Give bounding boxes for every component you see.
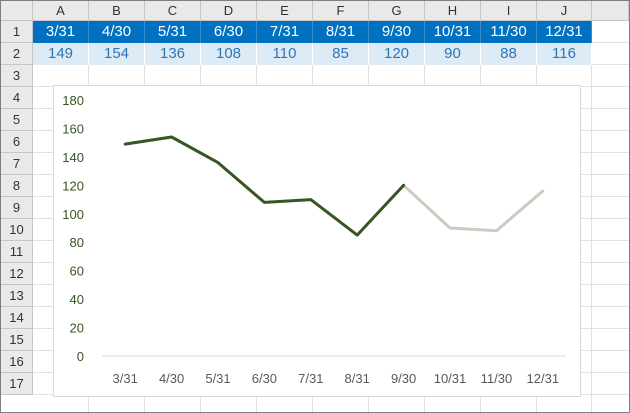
- column-header[interactable]: J: [537, 1, 592, 21]
- x-tick-label: 4/30: [159, 371, 184, 386]
- y-tick-label: 140: [62, 150, 84, 165]
- y-tick-label: 100: [62, 207, 84, 222]
- column-header[interactable]: I: [481, 1, 537, 21]
- value-cell[interactable]: 108: [201, 43, 257, 65]
- row-header[interactable]: 3: [1, 65, 33, 87]
- value-cell[interactable]: 120: [369, 43, 425, 65]
- row-header[interactable]: 14: [1, 307, 33, 329]
- row-header[interactable]: 8: [1, 175, 33, 197]
- x-tick-label: 8/31: [345, 371, 370, 386]
- line-chart[interactable]: 0 20 40 60 80 100 120 140 160 180 3/31 4/30 5/31 6/30…: [53, 85, 581, 397]
- chart-plot: 0 20 40 60 80 100 120 140 160 180 3/31 4/30 5/31 6/30…: [62, 93, 566, 386]
- x-tick-label: 3/31: [113, 371, 138, 386]
- date-header-cell[interactable]: 8/31: [313, 21, 369, 43]
- row-header[interactable]: 5: [1, 109, 33, 131]
- column-header[interactable]: A: [33, 1, 89, 21]
- date-header-cell[interactable]: 11/30: [481, 21, 537, 43]
- series-line-forecast[interactable]: [402, 183, 545, 233]
- x-tick-label: 7/31: [298, 371, 323, 386]
- row-header[interactable]: 17: [1, 373, 33, 395]
- row-header[interactable]: 11: [1, 241, 33, 263]
- column-header-filler: [592, 1, 629, 21]
- row-header[interactable]: 15: [1, 329, 33, 351]
- value-cell[interactable]: 110: [257, 43, 313, 65]
- date-header-cell[interactable]: 7/31: [257, 21, 313, 43]
- row-header[interactable]: 7: [1, 153, 33, 175]
- date-header-cell[interactable]: 10/31: [425, 21, 481, 43]
- series-line-actual[interactable]: [123, 135, 406, 237]
- column-header[interactable]: C: [145, 1, 201, 21]
- value-cell[interactable]: 154: [89, 43, 145, 65]
- value-cell[interactable]: 85: [313, 43, 369, 65]
- column-gridline: [591, 21, 592, 412]
- row-header[interactable]: 4: [1, 87, 33, 109]
- row-header[interactable]: 10: [1, 219, 33, 241]
- row-header[interactable]: 6: [1, 131, 33, 153]
- select-all-corner[interactable]: [1, 1, 33, 21]
- x-tick-label: 10/31: [434, 371, 467, 386]
- row-header[interactable]: 16: [1, 351, 33, 373]
- column-header[interactable]: B: [89, 1, 145, 21]
- value-cell[interactable]: 116: [537, 43, 592, 65]
- x-tick-label: 5/31: [205, 371, 230, 386]
- value-cell[interactable]: 149: [33, 43, 89, 65]
- y-tick-label: 80: [70, 235, 84, 250]
- y-tick-label: 0: [77, 349, 84, 364]
- row-header[interactable]: 9: [1, 197, 33, 219]
- value-cell[interactable]: 90: [425, 43, 481, 65]
- x-tick-label: 11/30: [481, 371, 513, 386]
- column-header[interactable]: E: [257, 1, 313, 21]
- date-header-cell[interactable]: 4/30: [89, 21, 145, 43]
- value-cell[interactable]: 136: [145, 43, 201, 65]
- column-header[interactable]: H: [425, 1, 481, 21]
- value-cell[interactable]: 88: [481, 43, 537, 65]
- row-header[interactable]: 2: [1, 43, 33, 65]
- date-header-cell[interactable]: 9/30: [369, 21, 425, 43]
- x-tick-label: 12/31: [527, 371, 560, 386]
- date-header-cell[interactable]: 6/30: [201, 21, 257, 43]
- row-header[interactable]: 12: [1, 263, 33, 285]
- date-header-cell[interactable]: 3/31: [33, 21, 89, 43]
- column-header[interactable]: F: [313, 1, 369, 21]
- y-tick-label: 40: [70, 292, 84, 307]
- row-header[interactable]: 1: [1, 21, 33, 43]
- row-header[interactable]: 13: [1, 285, 33, 307]
- date-header-cell[interactable]: 12/31: [537, 21, 592, 43]
- y-tick-label: 180: [62, 93, 84, 108]
- x-tick-label: 6/30: [252, 371, 277, 386]
- y-tick-label: 120: [62, 178, 84, 193]
- x-tick-label: 9/30: [391, 371, 416, 386]
- column-header[interactable]: D: [201, 1, 257, 21]
- y-tick-label: 20: [70, 321, 84, 336]
- y-tick-label: 60: [70, 264, 84, 279]
- date-header-cell[interactable]: 5/31: [145, 21, 201, 43]
- y-tick-label: 160: [62, 121, 84, 136]
- column-header[interactable]: G: [369, 1, 425, 21]
